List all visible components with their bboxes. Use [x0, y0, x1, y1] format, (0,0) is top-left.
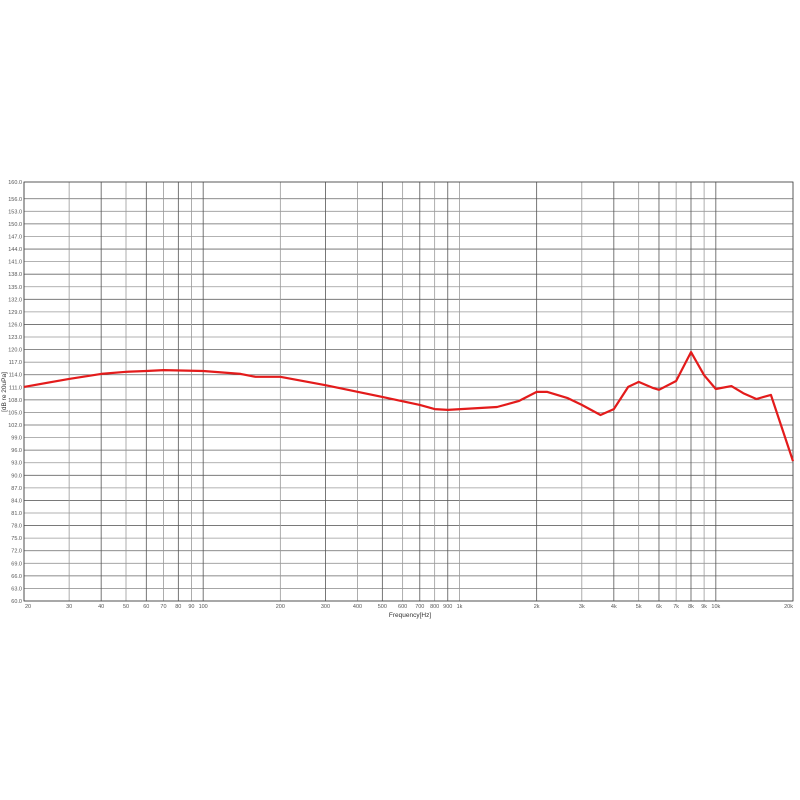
x-tick-label: 30 — [66, 604, 72, 610]
x-tick-label: 3k — [579, 604, 585, 610]
x-axis-label: Frequency[Hz] — [389, 612, 431, 619]
y-tick-label: 144.0 — [8, 247, 22, 253]
y-tick-label: 75.0 — [11, 536, 22, 542]
x-tick-label: 2k — [534, 604, 540, 610]
y-tick-label: 132.0 — [8, 297, 22, 303]
x-tick-label: 500 — [378, 604, 387, 610]
y-tick-label: 160.0 — [8, 180, 22, 186]
y-tick-label: 102.0 — [8, 423, 22, 429]
x-tick-labels: 20 30 40 50 60 70 80 90 100 200 300 400 500 600 700 800… — [25, 604, 793, 610]
x-tick-label: 400 — [353, 604, 362, 610]
y-tick-label: 117.0 — [9, 360, 22, 366]
y-tick-label: 63.0 — [11, 586, 22, 592]
x-tick-label: 80 — [175, 604, 181, 610]
y-tick-label: 153.0 — [8, 209, 22, 215]
x-tick-label: 90 — [188, 604, 194, 610]
y-tick-label: 138.0 — [8, 272, 22, 278]
series-line — [23, 351, 795, 462]
y-tick-label: 93.0 — [11, 461, 22, 467]
y-tick-label: 114.0 — [9, 373, 22, 379]
y-tick-label: 72.0 — [11, 549, 22, 555]
x-tick-label: 1k — [457, 604, 463, 610]
y-tick-label: 66.0 — [11, 574, 22, 580]
y-tick-label: 87.0 — [11, 486, 22, 492]
y-tick-label: 78.0 — [11, 524, 22, 530]
x-tick-label: 100 — [199, 604, 208, 610]
y-tick-label: 111.0 — [9, 385, 22, 391]
x-tick-label: 7k — [673, 604, 679, 610]
y-tick-label: 141.0 — [8, 260, 22, 266]
x-tick-label: 8k — [688, 604, 694, 610]
y-tick-label: 156.0 — [8, 197, 22, 203]
x-tick-label: 10k — [711, 604, 720, 610]
y-tick-label: 126.0 — [8, 322, 22, 328]
x-tick-label: 20k — [784, 604, 793, 610]
plot-frame — [23, 181, 794, 602]
y-tick-labels: 60.0 63.0 66.0 69.0 72.0 75.0 78.0 81.0 84.0 87.0… — [8, 180, 22, 605]
x-tick-label: 6k — [656, 604, 662, 610]
x-tick-label: 4k — [611, 604, 617, 610]
x-tick-label: 900 — [443, 604, 452, 610]
y-tick-label: 108.0 — [8, 398, 22, 404]
y-tick-label: 123.0 — [8, 335, 22, 341]
y-tick-label: 99.0 — [11, 436, 22, 442]
y-axis-label: [dB re 20uPa] — [1, 372, 8, 412]
x-tick-label: 600 — [398, 604, 407, 610]
y-tick-label: 60.0 — [11, 599, 22, 605]
x-tick-label: 200 — [276, 604, 285, 610]
y-tick-label: 135.0 — [8, 285, 22, 291]
x-tick-label: 40 — [98, 604, 104, 610]
y-tick-label: 69.0 — [11, 561, 22, 567]
y-tick-label: 90.0 — [11, 473, 22, 479]
y-tick-label: 150.0 — [8, 222, 22, 228]
y-tick-label: 96.0 — [11, 448, 22, 454]
y-tick-label: 81.0 — [11, 511, 22, 517]
y-tick-label: 120.0 — [8, 348, 22, 354]
x-tick-label: 9k — [701, 604, 707, 610]
x-tick-label: 800 — [430, 604, 439, 610]
y-tick-label: 147.0 — [8, 234, 22, 240]
x-tick-label: 300 — [321, 604, 330, 610]
x-tick-label: 50 — [123, 604, 129, 610]
x-tick-label: 5k — [636, 604, 642, 610]
y-tick-label: 105.0 — [8, 410, 22, 416]
x-tick-label: 700 — [415, 604, 424, 610]
x-tick-label: 20 — [25, 604, 31, 610]
y-tick-label: 129.0 — [8, 310, 22, 316]
x-tick-label: 60 — [143, 604, 149, 610]
y-gridlines — [24, 181, 793, 602]
x-tick-label: 70 — [160, 604, 166, 610]
y-tick-label: 84.0 — [11, 498, 22, 504]
